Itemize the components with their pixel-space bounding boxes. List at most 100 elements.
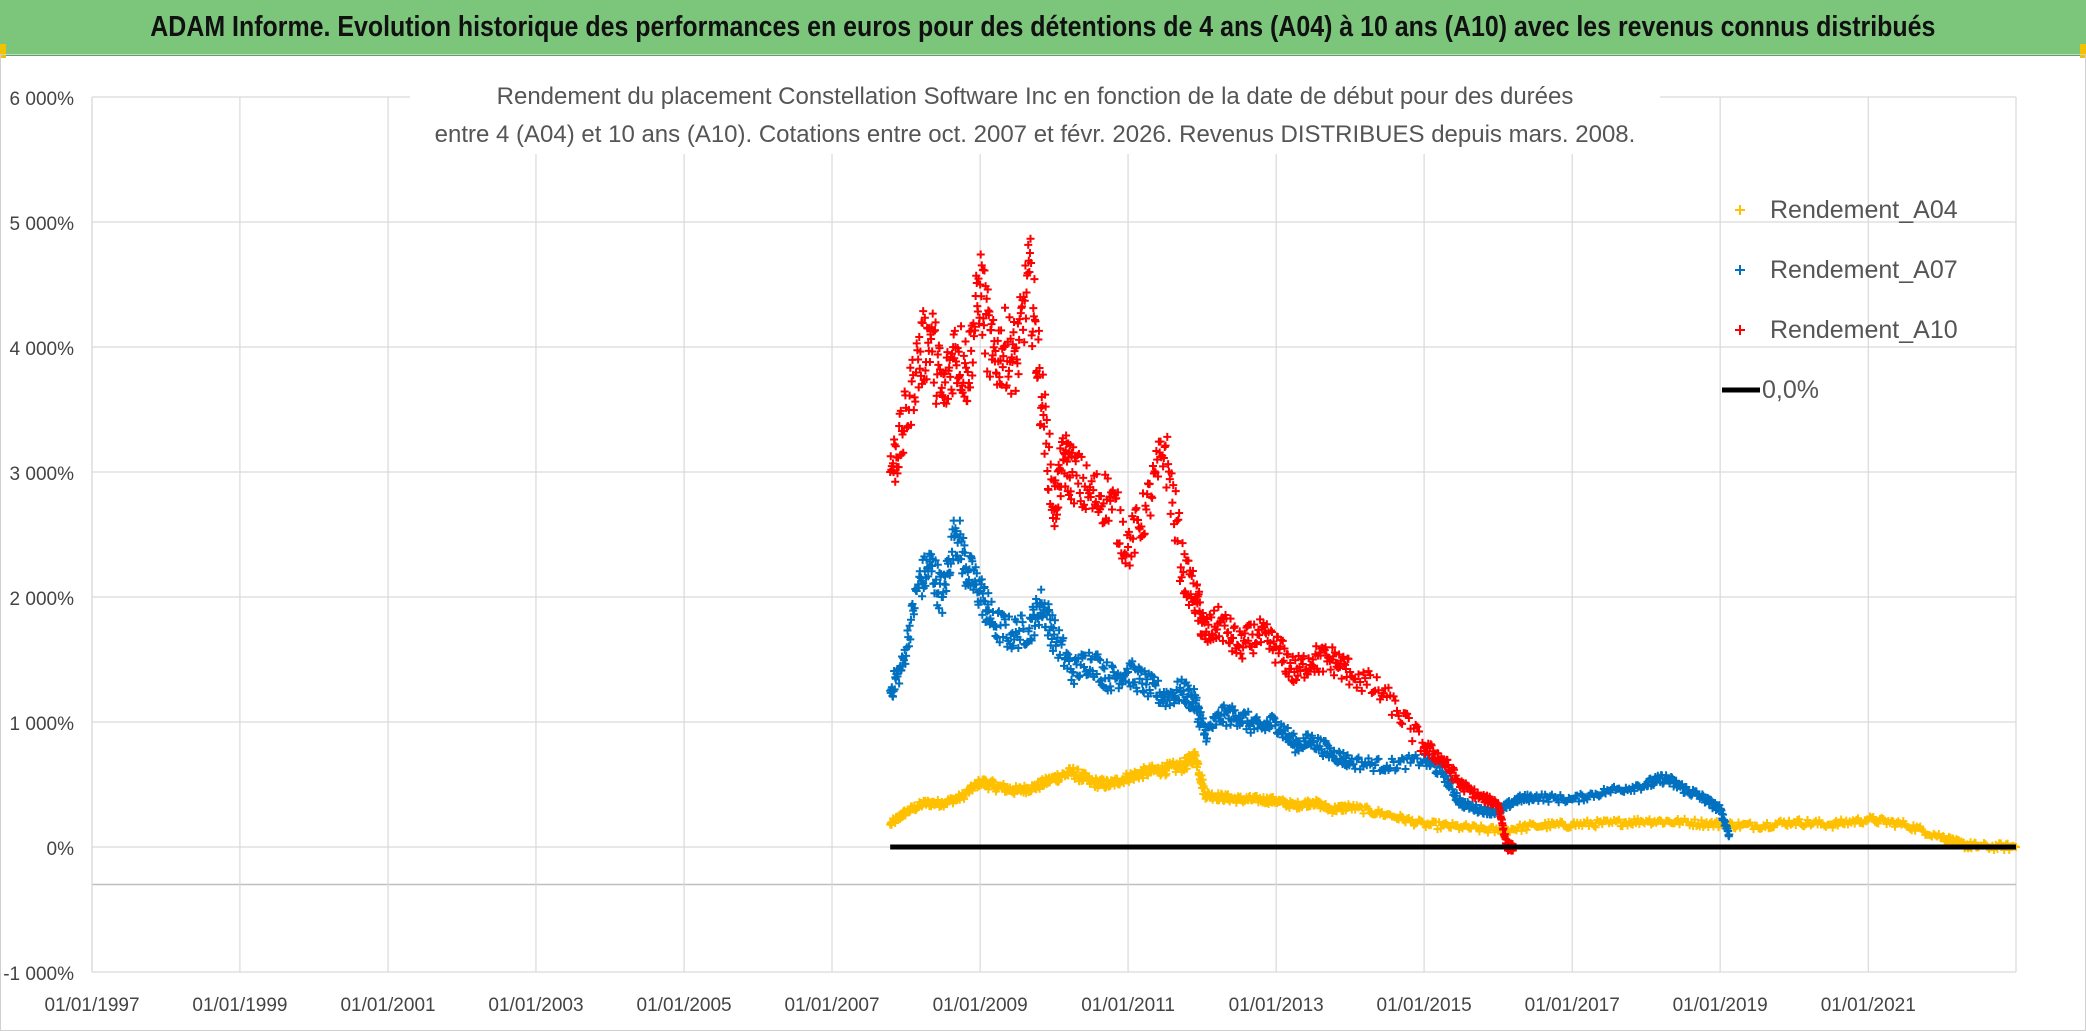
legend-marker-a10 <box>1735 325 1745 335</box>
scatter-mark <box>987 320 996 329</box>
scatter-mark <box>1296 666 1305 675</box>
scatter-mark <box>916 347 925 356</box>
scatter-mark <box>1154 676 1163 685</box>
scatter-mark <box>1013 359 1022 368</box>
scatter-mark <box>904 642 913 651</box>
y-tick-label: 6 000% <box>10 89 75 110</box>
scatter-mark <box>894 463 903 472</box>
scatter-mark <box>999 352 1008 361</box>
scatter-mark <box>961 337 970 346</box>
scatter-mark <box>1319 667 1328 676</box>
scatter-mark <box>1001 303 1010 312</box>
scatter-mark <box>1041 402 1050 411</box>
scatter-mark <box>1374 754 1383 763</box>
scatter-mark <box>1005 313 1014 322</box>
scatter-mark <box>1156 437 1165 446</box>
scatter-mark <box>1364 804 1373 813</box>
scatter-mark <box>1589 821 1598 830</box>
scatter-mark <box>959 533 968 542</box>
y-tick-label: 5 000% <box>10 214 75 235</box>
scatter-mark <box>1763 818 1771 827</box>
scatter-mark <box>1088 504 1097 513</box>
scatter-mark <box>1008 357 1017 366</box>
scatter-mark <box>1230 622 1239 631</box>
scatter-mark <box>947 547 956 556</box>
scatter-mark <box>1074 654 1083 663</box>
y-tick-label: 4 000% <box>10 339 75 360</box>
scatter-mark <box>1396 718 1405 727</box>
scatter-mark <box>1168 498 1177 507</box>
scatter-mark <box>1225 639 1234 648</box>
scatter-mark <box>1103 474 1112 483</box>
scatter-mark <box>1030 275 1039 284</box>
scatter-mark <box>960 392 969 401</box>
scatter-mark <box>1391 696 1400 705</box>
scatter-mark <box>1092 470 1101 479</box>
scatter-mark <box>1040 599 1049 608</box>
scatter-mark <box>1197 631 1206 640</box>
scatter-mark <box>965 565 974 574</box>
x-tick-label: 01/01/2021 <box>1821 995 1916 1016</box>
scatter-mark <box>1056 444 1065 453</box>
scatter-mark <box>1019 293 1028 302</box>
scatter-mark <box>1045 605 1054 614</box>
scatter-mark <box>1224 628 1233 637</box>
scatter-mark <box>1188 566 1197 575</box>
scatter-mark <box>1113 488 1122 497</box>
scatter-mark <box>1248 630 1257 639</box>
scatter-mark <box>1566 823 1575 832</box>
scatter-mark <box>1045 443 1054 452</box>
scatter-mark <box>1031 621 1039 630</box>
scatter-mark <box>942 587 951 596</box>
scatter-mark <box>1502 835 1511 844</box>
scatter-mark <box>941 378 950 387</box>
scatter-mark <box>1220 621 1229 630</box>
scatter-mark <box>1050 522 1059 531</box>
scatter-mark <box>1252 713 1261 722</box>
scatter-mark <box>943 348 952 357</box>
x-tick-label: 01/01/2011 <box>1081 995 1175 1016</box>
scatter-mark <box>1025 249 1034 258</box>
scatter-mark <box>1387 710 1396 719</box>
legend-label-a04: Rendement_A04 <box>1770 195 1958 224</box>
scatter-mark <box>1104 674 1113 683</box>
scatter-mark <box>1351 675 1360 684</box>
scatter-mark <box>1361 674 1370 683</box>
scatter-mark <box>1143 675 1152 684</box>
scatter-mark <box>1042 415 1051 424</box>
scatter-mark <box>1104 516 1113 525</box>
scatter-mark <box>947 349 956 358</box>
scatter-mark <box>1134 515 1143 524</box>
scatter-mark <box>1165 701 1174 710</box>
scatter-mark <box>1080 663 1089 672</box>
series-Rendement_A04 <box>886 747 2020 855</box>
scatter-mark <box>1069 443 1078 452</box>
series-Rendement_A07 <box>886 516 1734 841</box>
scatter-mark <box>918 379 927 388</box>
scatter-mark <box>1128 657 1137 666</box>
scatter-mark <box>1197 771 1206 780</box>
scatter-mark <box>974 600 983 609</box>
scatter-mark <box>1091 497 1100 506</box>
scatter-mark <box>1544 797 1553 806</box>
scatter-mark <box>988 351 997 360</box>
scatter-mark <box>1035 364 1044 373</box>
scatter-mark <box>1308 731 1317 740</box>
scatter-mark <box>1270 714 1279 723</box>
scatter-mark <box>946 372 955 381</box>
scatter-mark <box>1048 611 1057 620</box>
scatter-mark <box>1165 475 1174 484</box>
scatter-mark <box>931 556 940 565</box>
scatter-mark <box>1869 813 1878 822</box>
scatter-mark <box>1098 663 1107 672</box>
scatter-mark <box>969 332 978 341</box>
scatter-mark <box>1343 751 1352 760</box>
series-Rendement_A10 <box>886 234 1518 855</box>
scatter-mark <box>1020 296 1029 305</box>
scatter-mark <box>897 666 906 675</box>
scatter-mark <box>1292 675 1301 684</box>
scatter-mark <box>905 621 914 630</box>
scatter-mark <box>946 568 955 577</box>
scatter-mark <box>1183 692 1192 701</box>
scatter-mark <box>1125 561 1134 570</box>
